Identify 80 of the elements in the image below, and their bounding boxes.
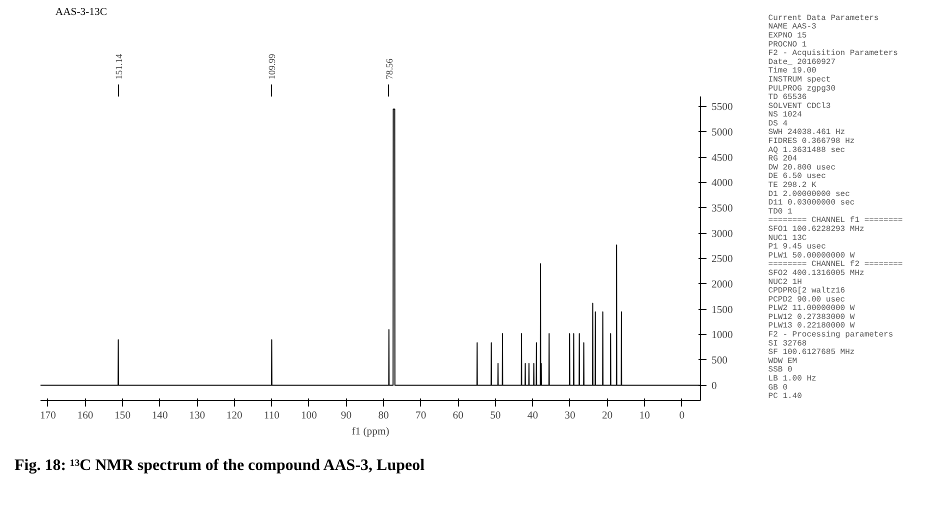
text: Date_ 20160927 xyxy=(768,58,836,67)
text: PLW12 0.27383000 W xyxy=(768,312,855,322)
x-tick-label: 130 xyxy=(189,410,206,422)
text: PLW13 0.22180000 W xyxy=(768,322,855,331)
text: PLW1 50.00000000 W xyxy=(768,251,855,260)
y-tick-label: 3500 xyxy=(712,203,733,214)
text: LB 1.00 Hz xyxy=(768,374,817,384)
caption: Fig. 18: ¹³C NMR spectrum of the compound AAS-3, Lupeol xyxy=(14,457,426,474)
y-tick-label: 4500 xyxy=(712,152,733,164)
x-tick-label: 140 xyxy=(152,410,168,422)
x-tick-label: 10 xyxy=(639,410,650,422)
y-tick-label: 1500 xyxy=(712,304,733,316)
text: SF 100.6127685 MHz xyxy=(768,348,855,358)
text: AQ 1.3631488 sec xyxy=(768,146,846,155)
y-tick-label: 5000 xyxy=(712,127,733,138)
y-tick-label: 500 xyxy=(712,355,728,366)
text: SSB 0 xyxy=(768,366,793,375)
text: INSTRUM spect xyxy=(768,75,831,84)
text: Current Data Parameters xyxy=(768,14,879,23)
text: F2 - Processing parameters xyxy=(768,330,894,340)
x-tick-label: 90 xyxy=(340,410,352,422)
text: DS 4 xyxy=(768,119,788,128)
x-tick-label: 0 xyxy=(679,410,685,422)
text: D11 0.03000000 sec xyxy=(768,198,855,208)
y-tick-label: 4000 xyxy=(712,178,733,190)
text: ======== CHANNEL f1 ======== xyxy=(768,216,903,226)
text: SFO1 100.6228293 MHz xyxy=(768,224,865,234)
text: NUC1 13C xyxy=(768,234,807,243)
text: GB 0 xyxy=(768,383,788,392)
x-tick-label: 50 xyxy=(490,410,501,422)
text: PROCNO 1 xyxy=(768,40,807,50)
text: SFO2 400.1316005 MHz xyxy=(768,268,865,278)
text: DW 20.800 usec xyxy=(768,163,836,172)
x-tick-label: 100 xyxy=(300,410,317,422)
text: ======== CHANNEL f2 ======== xyxy=(768,260,903,270)
x-tick-label: 80 xyxy=(378,410,389,422)
text: WDW EM xyxy=(768,356,798,366)
x-tick-label: 150 xyxy=(114,410,131,422)
text: CPDPRG[2 waltz16 xyxy=(768,286,846,296)
x-tick-label: 170 xyxy=(40,410,56,422)
text: NUC2 1H xyxy=(768,278,802,287)
x-tick-label: 60 xyxy=(452,410,464,422)
text: PCPD2 90.00 usec xyxy=(768,295,846,304)
x-tick-label: 20 xyxy=(602,410,613,422)
text: NS 1024 xyxy=(768,110,802,120)
text: SI 32768 xyxy=(768,339,807,348)
text: PC 1.40 xyxy=(768,392,802,402)
text: RG 204 xyxy=(768,154,798,164)
x-tick-label: 40 xyxy=(527,410,538,422)
x-tick-label: 160 xyxy=(77,410,94,422)
x-tick-label: 120 xyxy=(226,410,242,422)
x-tick-label: 70 xyxy=(416,410,426,422)
text: SWH 24038.461 Hz xyxy=(768,128,846,138)
text: SOLVENT CDCl3 xyxy=(768,102,831,111)
text: TD0 1 xyxy=(768,207,793,216)
x2-tick-label: 151.14 xyxy=(114,54,125,80)
text: EXPNO 15 xyxy=(768,31,807,40)
text: P1 9.45 usec xyxy=(768,242,826,252)
y-tick-label: 2500 xyxy=(712,254,733,266)
y-tick-label: 1000 xyxy=(712,330,733,342)
x-tick-label: 110 xyxy=(264,410,280,422)
text: PULPROG zgpg30 xyxy=(768,84,836,94)
text: PLW2 11.00000000 W xyxy=(768,304,855,314)
text: TD 65536 xyxy=(768,93,807,102)
text: DE 6.50 usec xyxy=(768,172,826,182)
y-tick-label: 3000 xyxy=(712,228,733,240)
text: FIDRES 0.366798 Hz xyxy=(768,137,855,146)
x-tick-label: 30 xyxy=(564,410,576,422)
chart-title: AAS-3-13C xyxy=(55,6,107,18)
x2-tick-label: 78.56 xyxy=(385,58,396,80)
x-axis-title: f1 (ppm) xyxy=(352,426,390,438)
text: D1 2.00000000 sec xyxy=(768,190,850,199)
text: F2 - Acquisition Parameters xyxy=(768,49,898,58)
text: Time 19.00 xyxy=(768,66,817,76)
y-tick-label: 0 xyxy=(712,380,717,392)
text: TE 298.2 K xyxy=(768,181,817,190)
y-tick-label: 5500 xyxy=(712,102,733,114)
y-tick-label: 2000 xyxy=(712,279,733,290)
text: NAME AAS-3 xyxy=(768,22,817,32)
x2-tick-label: 109.99 xyxy=(268,54,278,80)
